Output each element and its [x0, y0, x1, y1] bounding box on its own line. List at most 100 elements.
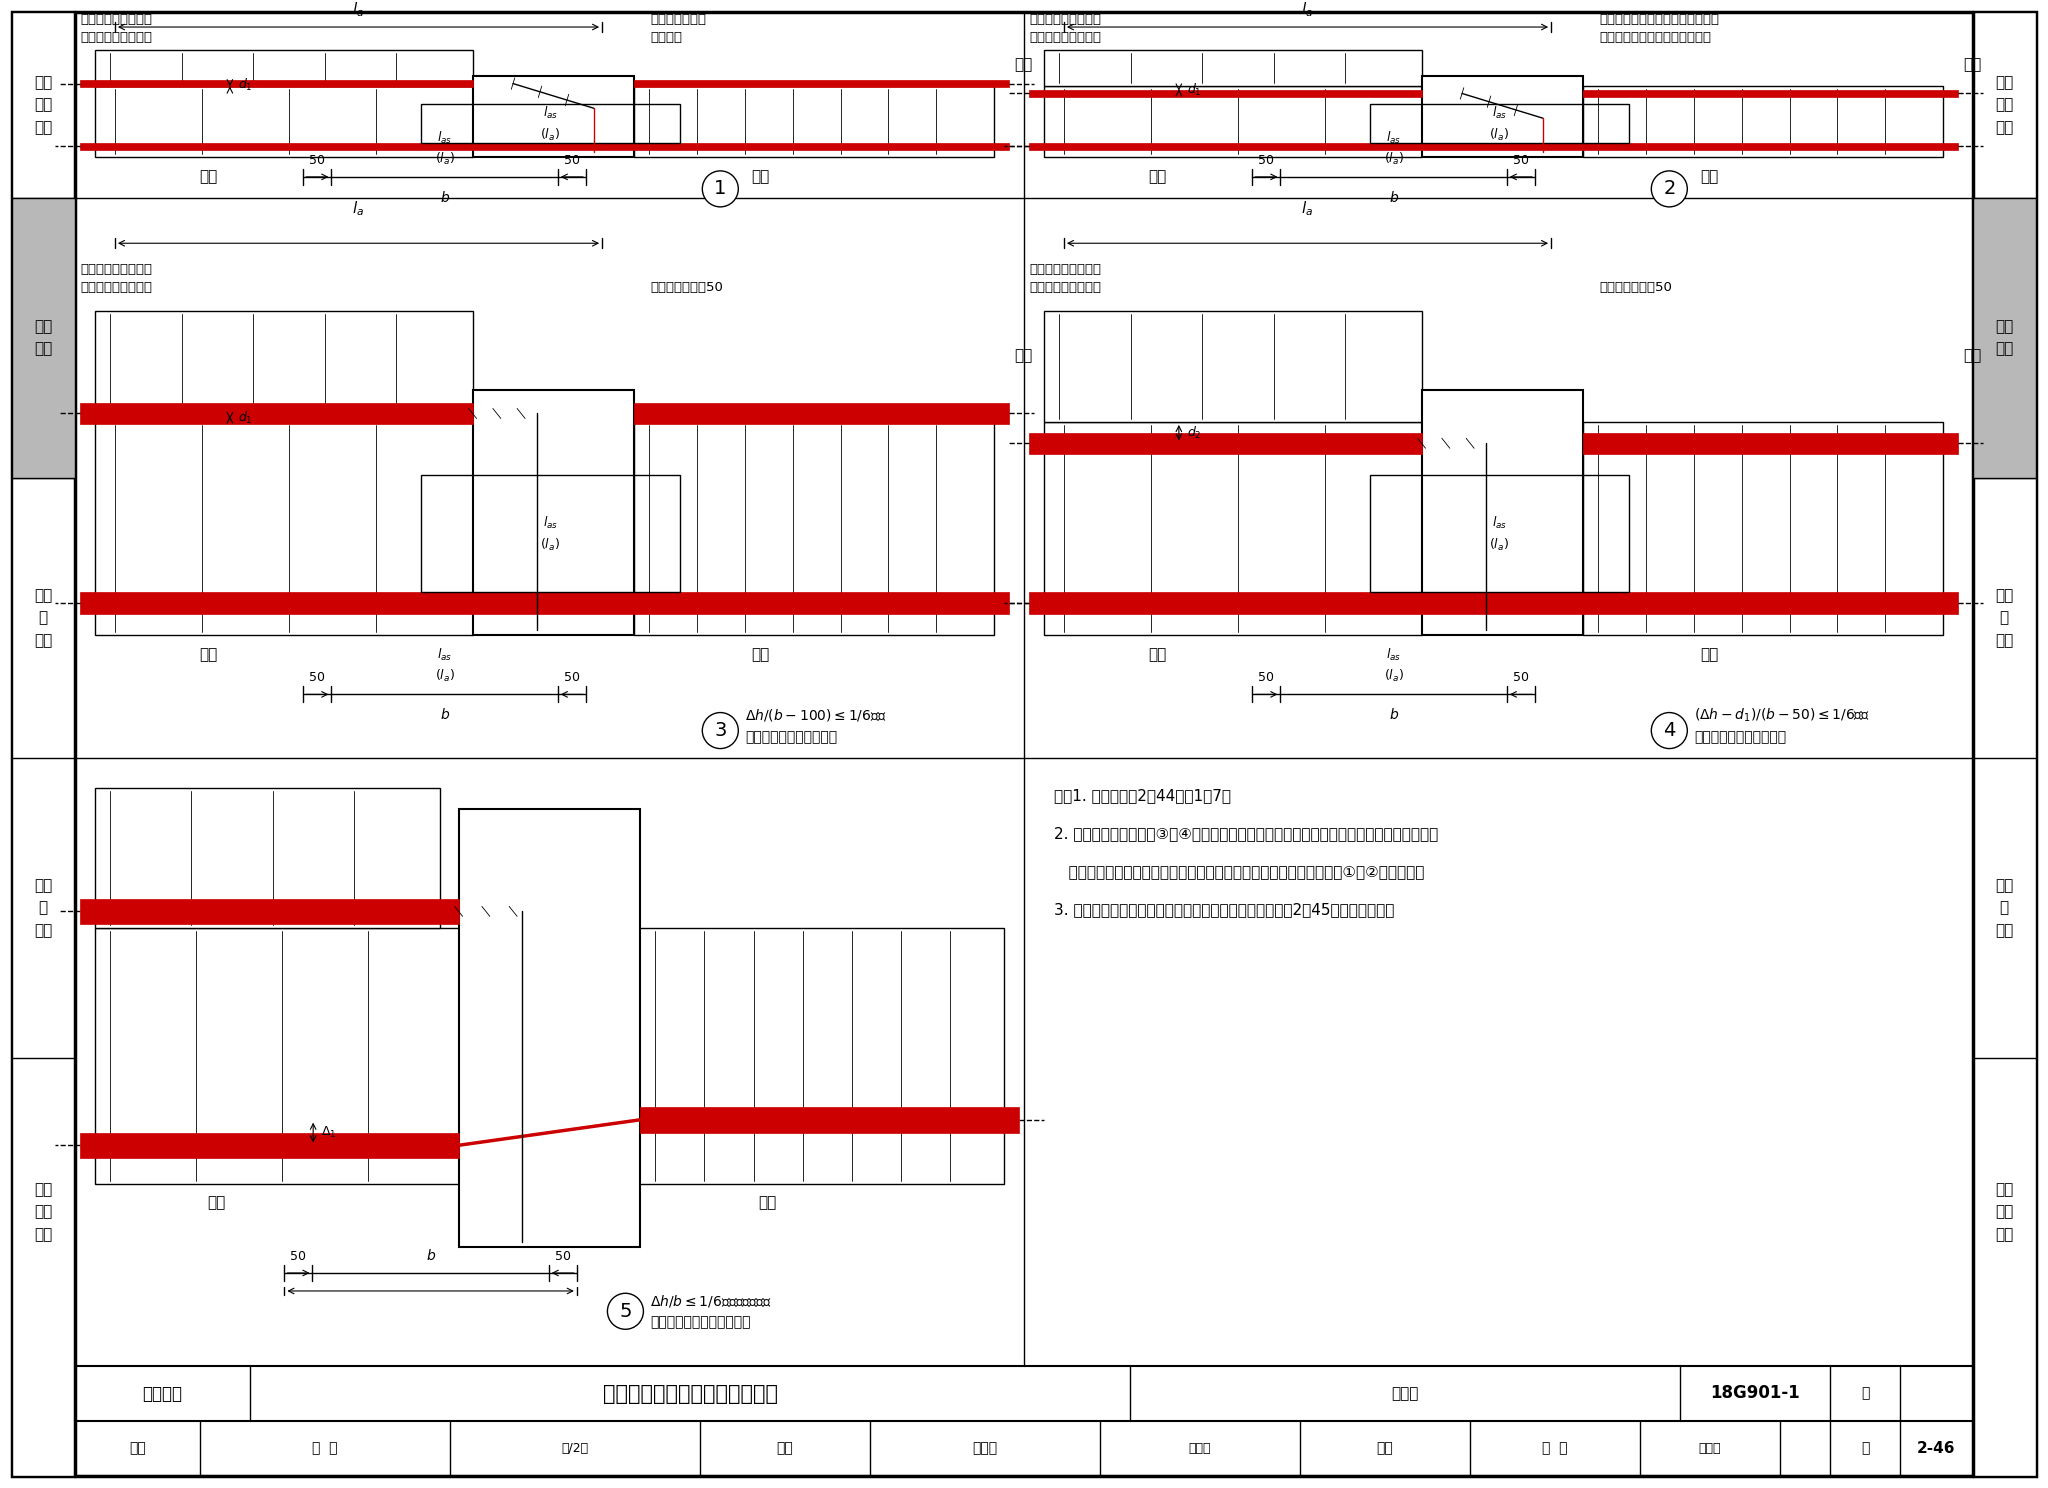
Bar [1028, 433, 1421, 454]
Bar [1583, 423, 1944, 635]
Text: 5: 5 [618, 1302, 631, 1321]
Text: 普通
板
部分: 普通 板 部分 [35, 878, 51, 937]
Text: 平直段伸入支座50: 平直段伸入支座50 [1599, 281, 1673, 295]
Text: $\Delta_1$: $\Delta_1$ [322, 1125, 336, 1140]
Bar [635, 423, 993, 635]
Text: 剪力
墙
部分: 剪力 墙 部分 [1995, 588, 2013, 647]
Bar [1044, 311, 1421, 423]
Circle shape [1651, 713, 1688, 748]
Text: 校对: 校对 [776, 1442, 793, 1455]
Text: $d_1$: $d_1$ [238, 77, 252, 94]
Text: b: b [440, 708, 449, 722]
Text: 注：1. 同本图集第2－44页注1～7。: 注：1. 同本图集第2－44页注1～7。 [1055, 789, 1231, 804]
Bar [12, 198, 76, 478]
Text: $d_1$: $d_1$ [1188, 82, 1202, 98]
Text: 次梁: 次梁 [1962, 348, 1980, 363]
Text: $d_2$: $d_2$ [1188, 424, 1202, 440]
Text: 2-46: 2-46 [1917, 1440, 1956, 1455]
Text: 次梁: 次梁 [1962, 57, 1980, 71]
Text: 主梁: 主梁 [752, 647, 770, 662]
Text: 普通
板
部分: 普通 板 部分 [1995, 878, 2013, 937]
Bar [1370, 475, 1628, 592]
Bar [1972, 198, 2036, 478]
Text: 次梁上部纵筋置于支
座主梁上部纵筋之下: 次梁上部纵筋置于支 座主梁上部纵筋之下 [1028, 263, 1102, 295]
Text: 无梁
楼盖
部分: 无梁 楼盖 部分 [35, 1183, 51, 1241]
Bar [1583, 86, 1944, 158]
Bar [80, 899, 459, 924]
Bar [1421, 390, 1583, 635]
Bar [641, 1107, 1020, 1132]
Text: 剪力
墙
部分: 剪力 墙 部分 [35, 588, 51, 647]
Text: 50: 50 [291, 1250, 307, 1263]
Bar [94, 311, 473, 423]
Text: 2. 施工中，当选用节点③、④钢筋排布构造做法时，应注意穿贯通的次梁上部纵筋与支座处: 2. 施工中，当选用节点③、④钢筋排布构造做法时，应注意穿贯通的次梁上部纵筋与支… [1055, 826, 1438, 841]
Text: 高志强: 高志强 [973, 1442, 997, 1455]
Bar [635, 86, 993, 158]
Text: $l_{as}$
$(l_a)$: $l_{as}$ $(l_a)$ [1384, 129, 1403, 167]
Bar [1421, 76, 1583, 158]
Text: 主梁上部纵筋的排布位置关系，若发生排布位置冲突时，应选用节点①、②构造做法。: 主梁上部纵筋的排布位置关系，若发生排布位置冲突时，应选用节点①、②构造做法。 [1055, 865, 1423, 879]
Text: 50: 50 [563, 153, 580, 167]
Text: 页: 页 [1862, 1442, 1870, 1455]
Text: 页: 页 [1862, 1387, 1870, 1400]
Bar [459, 809, 641, 1247]
Text: 次梁上部纵筋置于支
座主梁上部纵筋之下: 次梁上部纵筋置于支 座主梁上部纵筋之下 [1028, 13, 1102, 45]
Text: $l_a$: $l_a$ [352, 199, 365, 217]
Text: $(\Delta h-d_1)/(b-50)\leq1/6$时，
次梁上部纵筋可连续贯通: $(\Delta h-d_1)/(b-50)\leq1/6$时， 次梁上部纵筋可… [1694, 707, 1870, 744]
Text: 3. 括号中数值用于受扭非框架梁，构造做法详见本图集第2－45页节点（六）。: 3. 括号中数值用于受扭非框架梁，构造做法详见本图集第2－45页节点（六）。 [1055, 902, 1395, 917]
Text: $l_{as}$
$(l_a)$: $l_{as}$ $(l_a)$ [434, 129, 455, 167]
Bar [94, 929, 1004, 1183]
Text: 次梁: 次梁 [1014, 57, 1032, 71]
Text: 50: 50 [1513, 671, 1530, 684]
Bar [94, 787, 440, 929]
Bar [80, 403, 473, 424]
Text: 次梁: 次梁 [1149, 647, 1167, 662]
Circle shape [608, 1293, 643, 1329]
Text: $l_{as}$
$(l_a)$: $l_{as}$ $(l_a)$ [1489, 515, 1509, 554]
Bar [1028, 143, 1958, 150]
Text: 3: 3 [715, 722, 727, 740]
Text: 伸至支座主梁边
纵筋内侧: 伸至支座主梁边 纵筋内侧 [651, 13, 707, 45]
Text: 主梁: 主梁 [1700, 647, 1718, 662]
Text: 刘  簇: 刘 簇 [311, 1442, 338, 1455]
Bar [420, 104, 680, 143]
Bar [635, 403, 1010, 424]
Text: 次梁: 次梁 [1014, 348, 1032, 363]
Text: 一叫叫: 一叫叫 [1698, 1442, 1720, 1455]
Bar [94, 86, 473, 158]
Bar [80, 143, 1010, 150]
Text: 伸至支座主梁边纵筋内；主梁纵筋
为一排时，可伸至主梁箍筋内侧: 伸至支座主梁边纵筋内；主梁纵筋 为一排时，可伸至主梁箍筋内侧 [1599, 13, 1720, 45]
Text: $l_{as}$
$(l_a)$: $l_{as}$ $(l_a)$ [541, 104, 561, 143]
Text: 50: 50 [555, 1250, 571, 1263]
Text: 无梁
楼盖
部分: 无梁 楼盖 部分 [1995, 1183, 2013, 1241]
Circle shape [1651, 171, 1688, 207]
Text: 刘/2化: 刘/2化 [561, 1442, 588, 1455]
Text: 50: 50 [563, 671, 580, 684]
Text: 主梁: 主梁 [1700, 170, 1718, 185]
Bar [1028, 89, 1421, 97]
Text: 框架
部分: 框架 部分 [1995, 320, 2013, 357]
Text: 一般
构造
要求: 一般 构造 要求 [1995, 76, 2013, 135]
Bar [473, 390, 635, 635]
Bar [1044, 49, 1421, 86]
Bar [80, 80, 473, 88]
Text: $\Delta h/(b-100)\leq1/6$时，
次梁上部纵筋可连续贯通: $\Delta h/(b-100)\leq1/6$时， 次梁上部纵筋可连续贯通 [745, 707, 887, 744]
Bar [635, 80, 1010, 88]
Bar [94, 423, 473, 635]
Text: 设计: 设计 [1376, 1442, 1393, 1455]
Text: 姚  刚: 姚 刚 [1542, 1442, 1569, 1455]
Text: 审核: 审核 [129, 1442, 145, 1455]
Bar [473, 76, 635, 158]
Text: $l_{as}$
$(l_a)$: $l_{as}$ $(l_a)$ [541, 515, 561, 554]
Bar [1044, 86, 1421, 158]
Text: 主、次梁节点钢筋排布构造详图: 主、次梁节点钢筋排布构造详图 [602, 1384, 778, 1403]
Text: 4: 4 [1663, 722, 1675, 740]
Bar [1044, 423, 1421, 635]
Text: $l_a$: $l_a$ [1300, 199, 1313, 217]
Text: 主梁: 主梁 [758, 1195, 776, 1211]
Text: $l_a$: $l_a$ [352, 0, 365, 18]
Text: 2: 2 [1663, 180, 1675, 198]
Text: 框架
部分: 框架 部分 [35, 320, 51, 357]
Text: 50: 50 [1257, 671, 1274, 684]
Text: 图集号: 图集号 [1391, 1385, 1419, 1402]
